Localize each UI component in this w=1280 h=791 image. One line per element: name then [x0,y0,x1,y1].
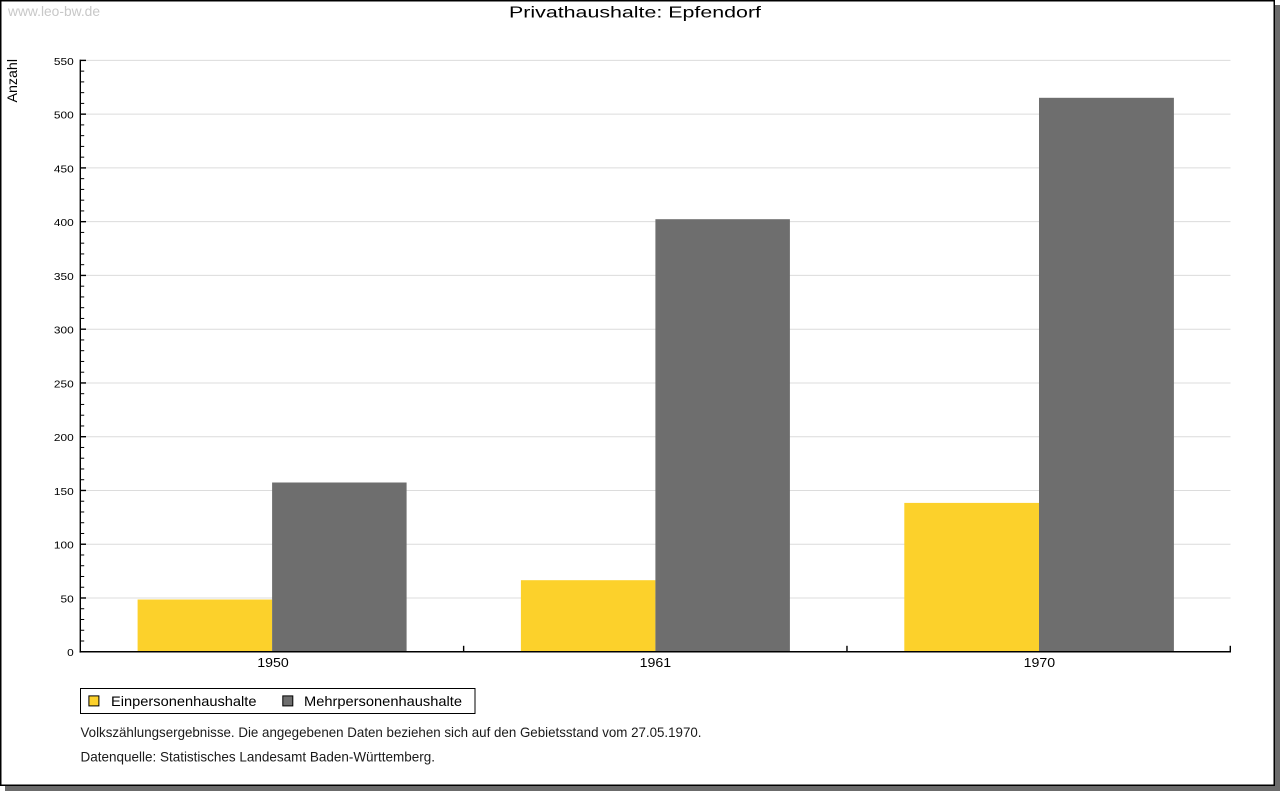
svg-text:250: 250 [54,378,74,390]
svg-text:Datenquelle: Statistisches Lan: Datenquelle: Statistisches Landesamt Bad… [81,748,436,764]
svg-text:500: 500 [54,110,74,122]
svg-text:300: 300 [54,325,74,337]
svg-text:Volkszählungsergebnisse. Die a: Volkszählungsergebnisse. Die angegebenen… [81,724,702,740]
svg-text:150: 150 [54,486,74,498]
svg-text:100: 100 [54,540,74,552]
svg-text:400: 400 [54,217,74,229]
svg-text:Privathaushalte: Epfendorf: Privathaushalte: Epfendorf [509,5,762,22]
svg-text:50: 50 [61,593,74,605]
svg-text:www.leo-bw.de: www.leo-bw.de [7,3,100,19]
svg-text:450: 450 [54,163,74,175]
svg-text:200: 200 [54,432,74,444]
svg-text:1970: 1970 [1024,656,1056,670]
svg-text:Einpersonenhaushalte: Einpersonenhaushalte [111,693,257,709]
svg-text:0: 0 [67,647,74,659]
svg-text:350: 350 [54,271,74,283]
svg-text:1961: 1961 [640,656,672,670]
svg-text:Mehrpersonenhaushalte: Mehrpersonenhaushalte [304,693,462,709]
svg-text:1950: 1950 [257,656,289,670]
svg-text:550: 550 [54,56,74,68]
svg-text:Anzahl: Anzahl [5,59,20,103]
